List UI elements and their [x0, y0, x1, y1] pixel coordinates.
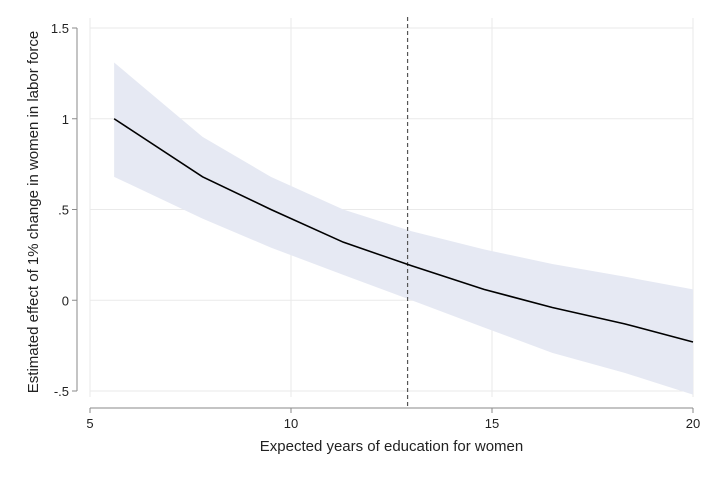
y-tick-label: 1.5 — [51, 21, 69, 36]
x-ticks: 5 10 15 20 — [86, 408, 700, 431]
x-tick-label: 10 — [284, 416, 298, 431]
confidence-band-layer — [114, 62, 694, 395]
y-tick-label: 1 — [62, 112, 69, 127]
x-tick-label: 20 — [686, 416, 700, 431]
confidence-band — [114, 62, 694, 395]
x-axis-title: Expected years of education for women — [260, 438, 523, 455]
series-line — [113, 118, 694, 343]
y-tick-label: .5 — [58, 203, 69, 218]
y-axis-title: Estimated effect of 1% change in women i… — [25, 31, 42, 393]
y-tick-label: -.5 — [54, 384, 69, 399]
x-tick-label: 5 — [86, 416, 93, 431]
y-ticks: -.5 0 .5 1 1.5 — [51, 21, 77, 399]
series-line-layer — [113, 118, 694, 343]
y-tick-label: 0 — [62, 293, 69, 308]
x-tick-label: 15 — [485, 416, 499, 431]
